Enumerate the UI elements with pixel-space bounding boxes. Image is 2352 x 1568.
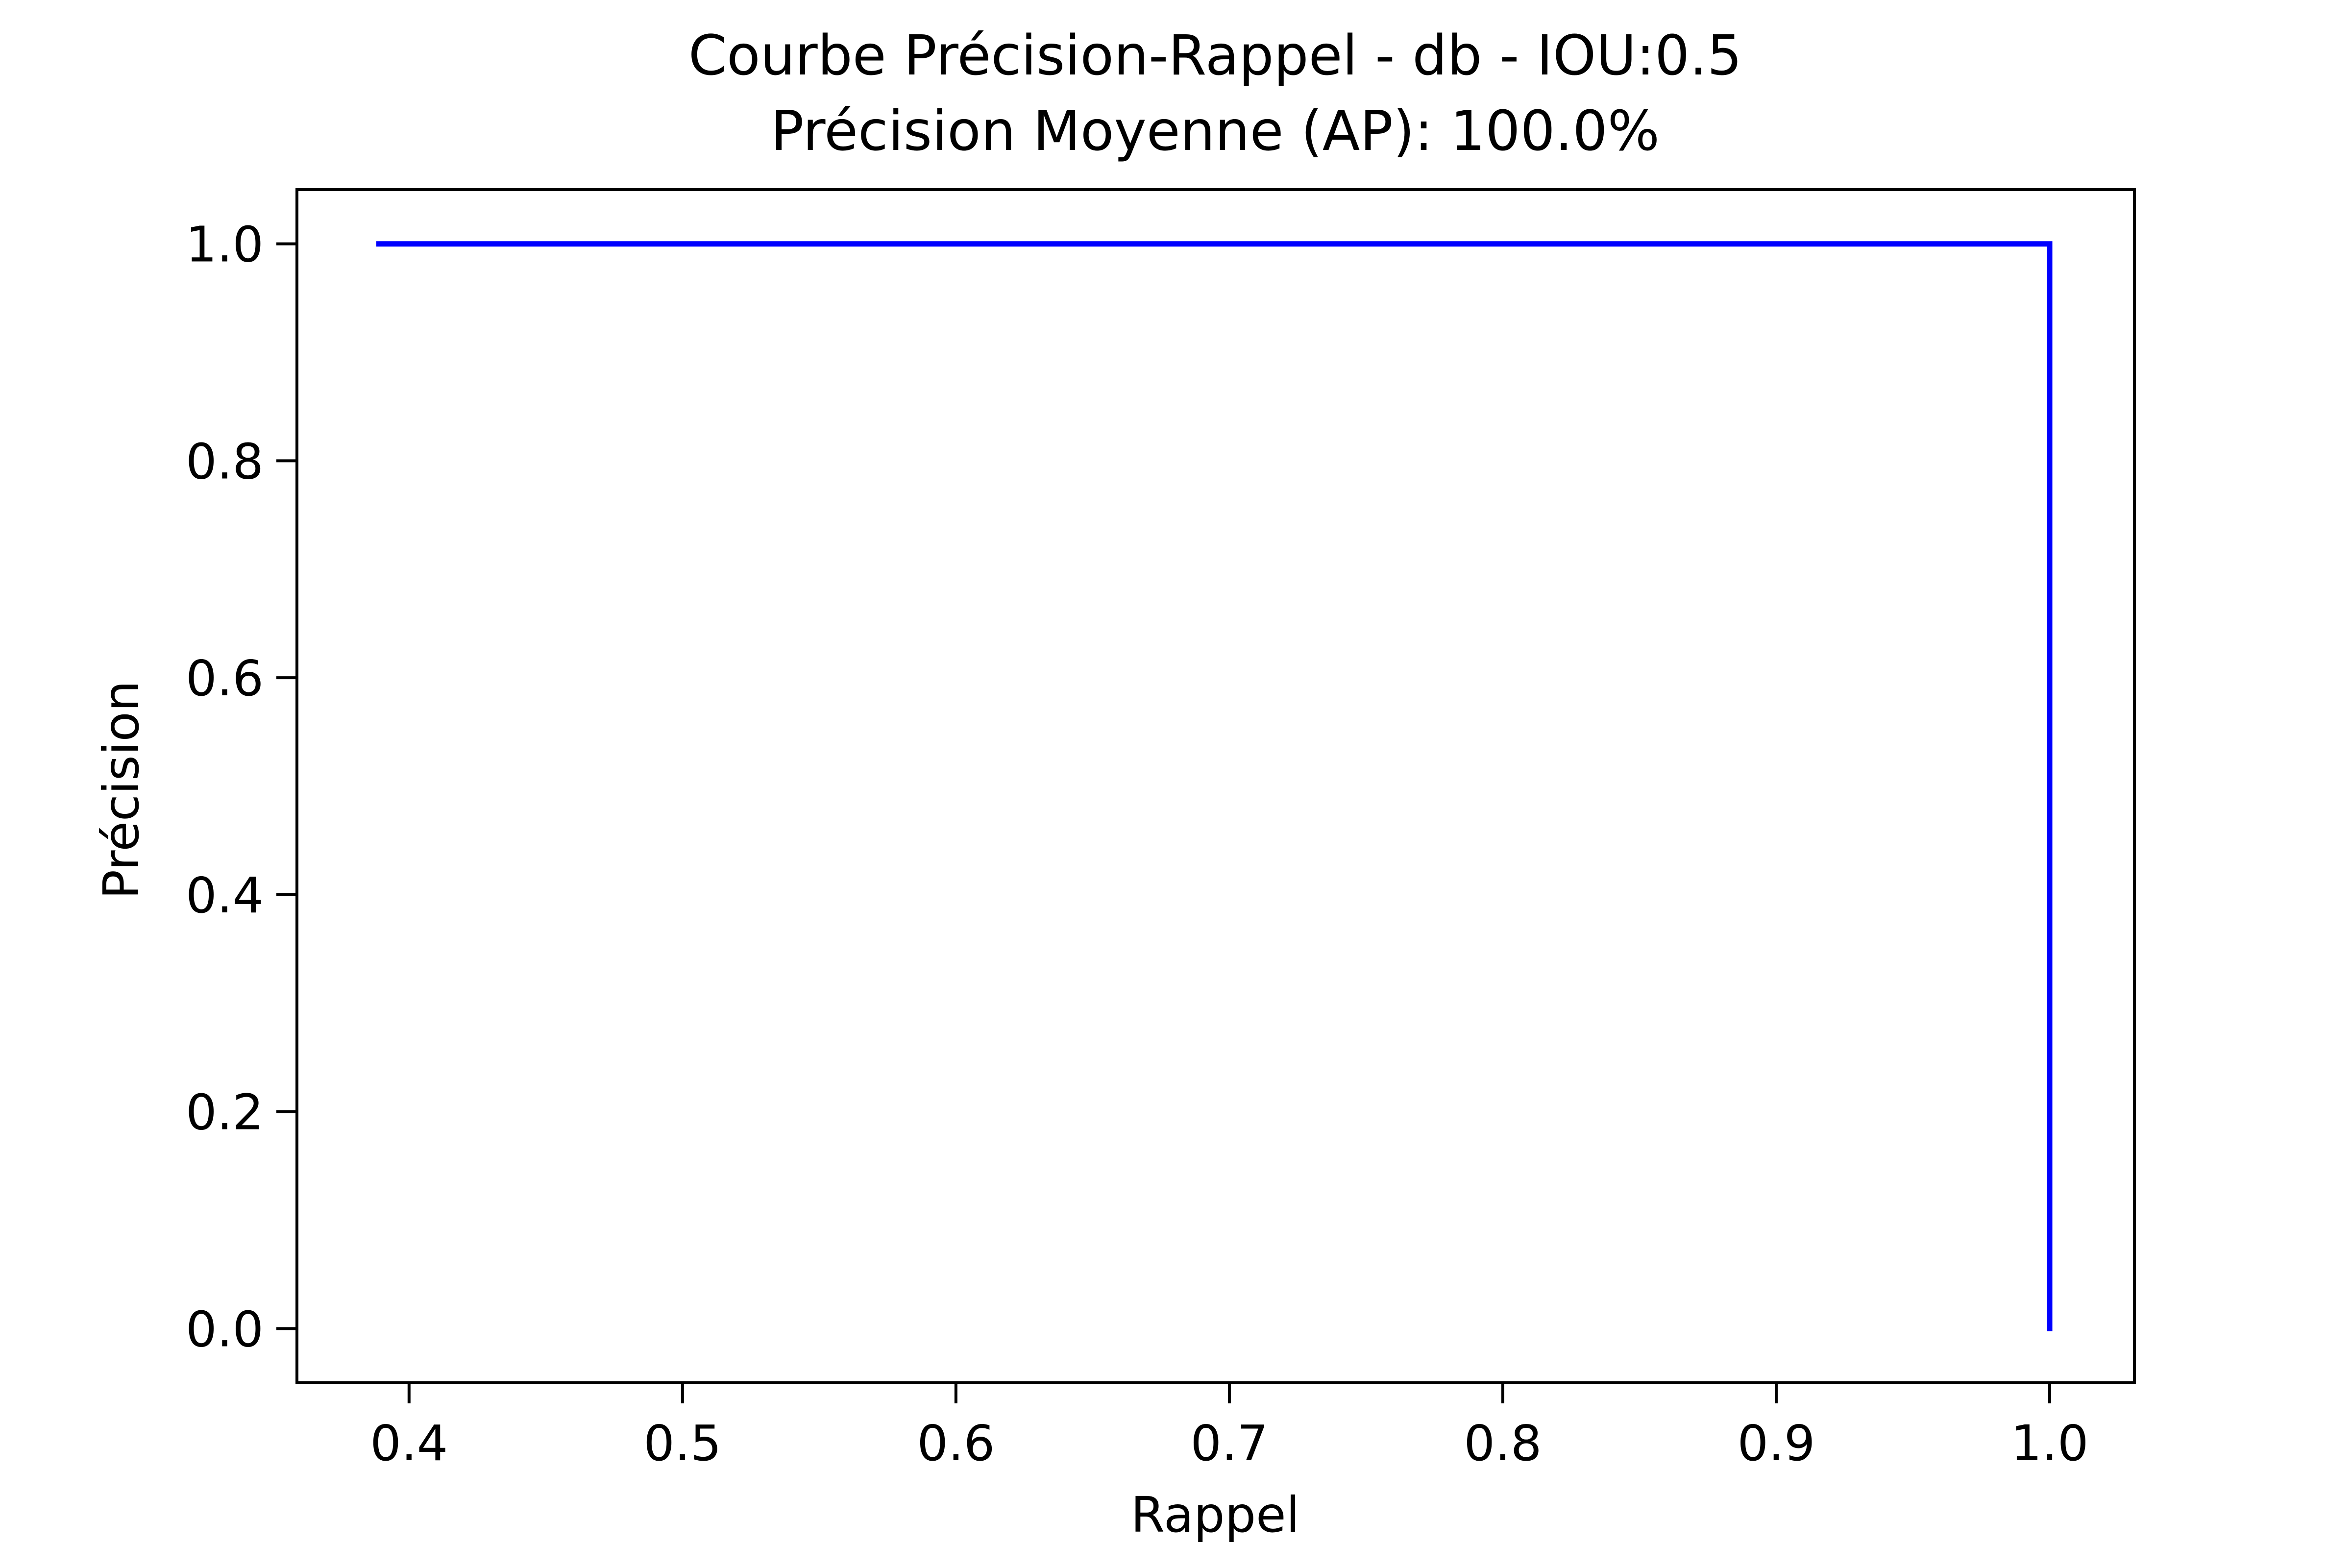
x-axis-label: Rappel [1131, 1486, 1300, 1544]
x-tick-label: 1.0 [2010, 1415, 2088, 1472]
x-tick-label: 0.7 [1190, 1415, 1268, 1472]
series-line-0 [376, 241, 2053, 1331]
chart-title: Courbe Précision-Rappel - db - IOU:0.5 [688, 24, 1742, 88]
x-tick-label: 0.6 [917, 1415, 995, 1472]
plot-frame [295, 188, 2136, 1384]
x-tick-label: 0.9 [1737, 1415, 1815, 1472]
chart-subtitle: Précision Moyenne (AP): 100.0% [771, 99, 1660, 163]
y-tick-label: 0.8 [186, 433, 264, 490]
x-tick-label: 0.5 [643, 1415, 721, 1472]
y-axis-label: Précision [93, 681, 150, 899]
x-tick-label: 0.4 [370, 1415, 448, 1472]
y-tick-label: 1.0 [186, 216, 264, 273]
plot-area: 0.4 0.5 0.6 0.7 0.8 0.9 1.0 0.0 0.2 0.4 0.6 0.8 1.0 [186, 188, 2136, 1472]
y-tick-label: 0.4 [186, 867, 264, 924]
x-tick-label: 0.8 [1464, 1415, 1542, 1472]
y-tick-label: 0.2 [186, 1084, 264, 1141]
y-tick-label: 0.0 [186, 1300, 264, 1358]
y-tick-label: 0.6 [186, 650, 264, 707]
